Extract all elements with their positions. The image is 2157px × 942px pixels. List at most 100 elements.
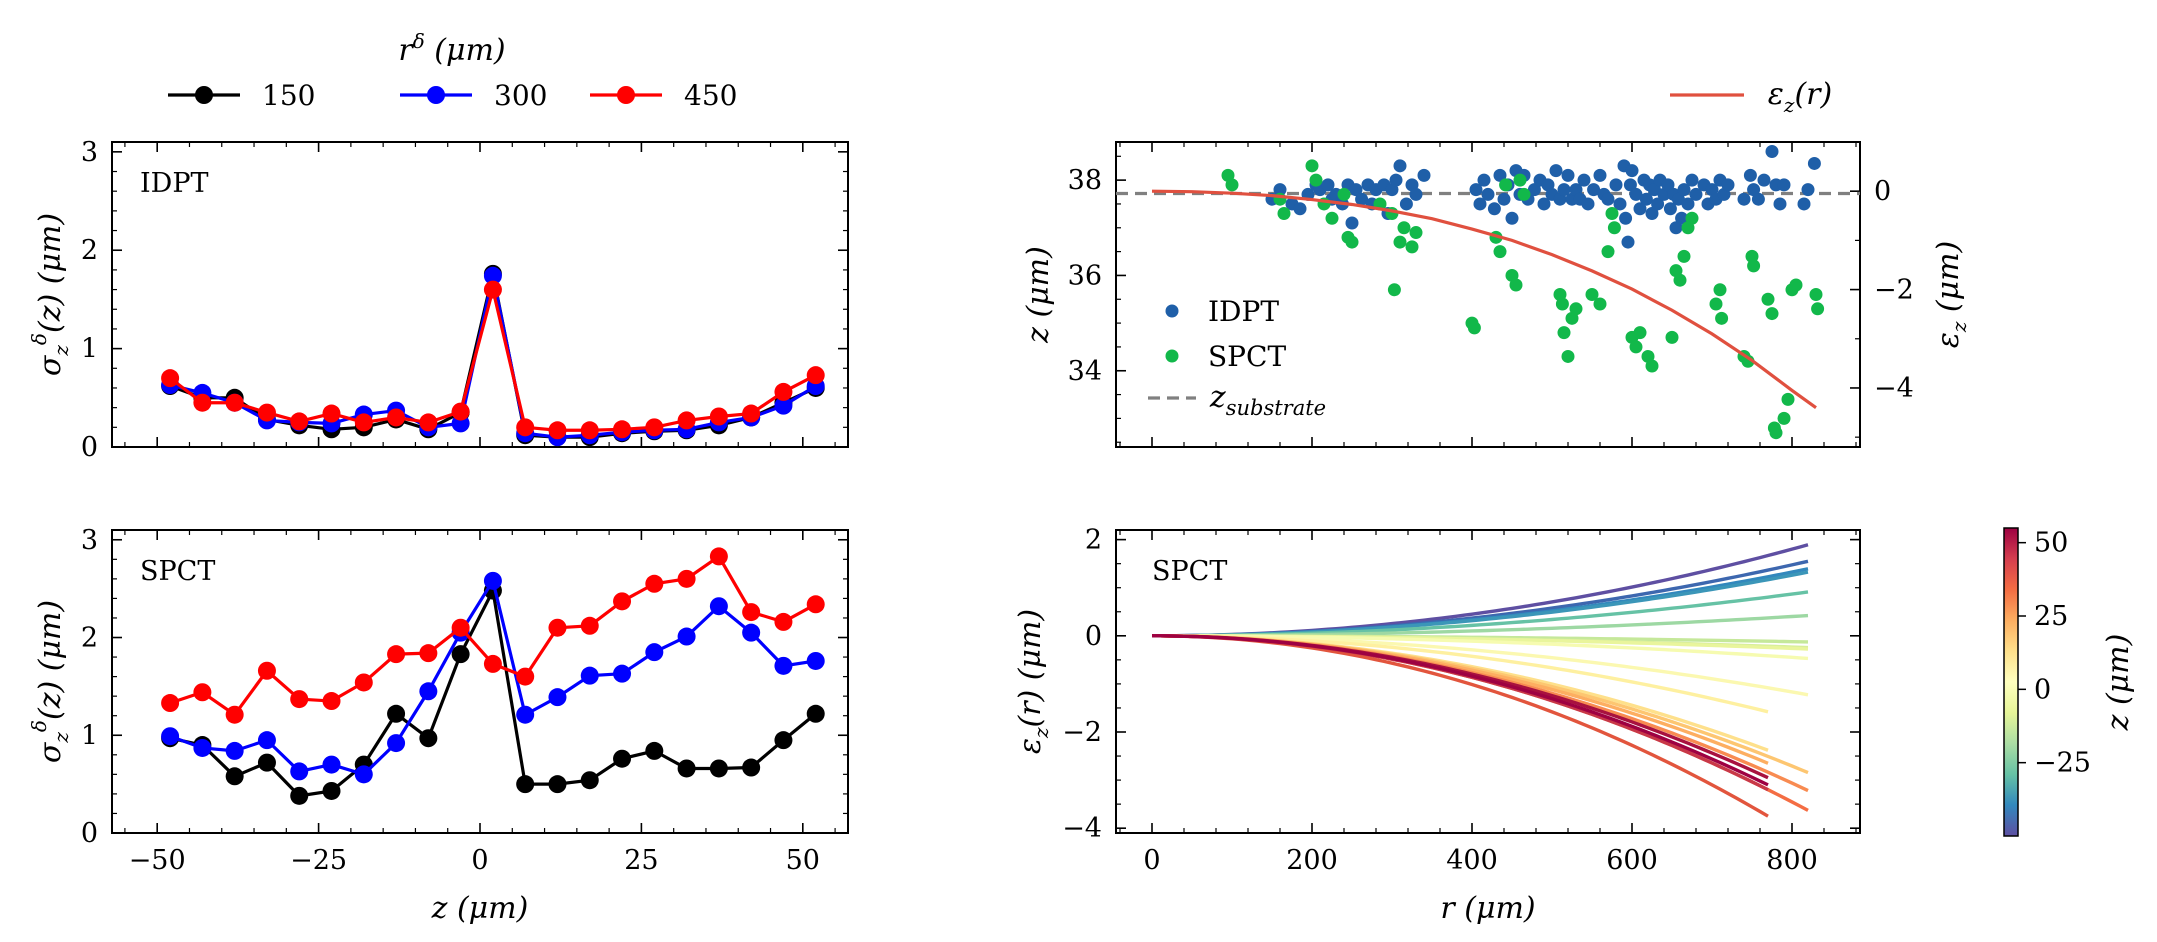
- scatter-point-SPCT: [1569, 302, 1583, 316]
- epsilon-curve: [1151, 189, 1817, 409]
- scatter-point-SPCT: [1601, 245, 1615, 259]
- scatter-point-IDPT: [1349, 183, 1363, 197]
- y-tick-label-right: 0: [1874, 176, 1891, 207]
- x-tick-label: 0: [471, 845, 488, 876]
- scatter-point-SPCT: [1499, 178, 1513, 192]
- label-part: ε: [1931, 332, 1966, 348]
- data-point-450: [645, 574, 664, 593]
- data-point-150: [677, 759, 696, 778]
- scatter-point-IDPT: [1619, 211, 1633, 225]
- legend-label-spct: SPCT: [1208, 340, 1286, 373]
- data-point-300: [419, 682, 438, 701]
- scatter-point-SPCT: [1765, 307, 1779, 321]
- data-point-450: [580, 421, 599, 440]
- data-point-150: [806, 704, 825, 723]
- scatter-point-IDPT: [1685, 173, 1699, 187]
- y-axis-label: z (μm): [1021, 246, 1056, 344]
- scatter-point-IDPT: [1487, 202, 1501, 216]
- data-point-300: [774, 656, 793, 675]
- panel-curves-frame: [1115, 529, 1861, 834]
- data-point-450: [451, 402, 470, 421]
- scatter-point-IDPT: [1481, 187, 1495, 201]
- label-part: r (μm): [1440, 891, 1535, 926]
- data-point-300: [387, 734, 406, 753]
- legend-marker-idpt: [1165, 304, 1179, 318]
- scatter-point-IDPT: [1473, 197, 1487, 211]
- data-point-450: [774, 612, 793, 631]
- scatter-point-SPCT: [1337, 187, 1351, 201]
- scatter-point-SPCT: [1561, 349, 1575, 363]
- legend-label-450: 450: [684, 79, 737, 112]
- scatter-point-IDPT: [1797, 197, 1811, 211]
- data-point-450: [257, 661, 276, 680]
- label-part: z (μm): [1021, 246, 1056, 344]
- scatter-point-IDPT: [1677, 183, 1691, 197]
- label-part: z: [49, 732, 73, 744]
- data-point-450: [419, 644, 438, 663]
- colorbar-tick-label: −25: [2034, 748, 2091, 779]
- label-part: z: [49, 345, 73, 357]
- data-point-300: [548, 688, 567, 707]
- data-point-450: [225, 705, 244, 724]
- x-tick-label: 400: [1446, 845, 1498, 876]
- y-tick-label: 38: [1068, 165, 1102, 196]
- scatter-point-SPCT: [1397, 221, 1411, 235]
- scatter-point-IDPT: [1647, 183, 1661, 197]
- scatter-point-SPCT: [1555, 297, 1569, 311]
- data-point-450: [516, 667, 535, 686]
- label-part: z: [1947, 321, 1971, 333]
- data-point-450: [354, 413, 373, 432]
- panel-annotation: IDPT: [140, 168, 209, 199]
- data-point-150: [580, 771, 599, 790]
- scatter-point-IDPT: [1645, 206, 1659, 220]
- data-point-450: [645, 418, 664, 437]
- scatter-point-IDPT: [1469, 183, 1483, 197]
- label-part: z (μm): [2101, 634, 2136, 732]
- y-tick-label: 36: [1068, 260, 1102, 291]
- data-point-150: [613, 749, 632, 768]
- data-point-450: [516, 418, 535, 437]
- scatter-point-IDPT: [1527, 183, 1541, 197]
- data-point-150: [742, 758, 761, 777]
- scatter-point-SPCT: [1741, 354, 1755, 368]
- y-axis-label: σzδ(z) (μm): [27, 213, 73, 376]
- data-point-450: [709, 547, 728, 566]
- colorbar-tick-label: 50: [2034, 528, 2068, 559]
- data-point-300: [322, 755, 341, 774]
- data-point-450: [774, 382, 793, 401]
- data-point-300: [257, 731, 276, 750]
- scatter-point-SPCT: [1517, 187, 1531, 201]
- scatter-point-SPCT: [1305, 159, 1319, 173]
- scatter-point-IDPT: [1577, 173, 1591, 187]
- scatter-point-IDPT: [1417, 168, 1431, 182]
- colorbar: [2003, 527, 2019, 837]
- scatter-point-SPCT: [1225, 178, 1239, 192]
- scatter-point-IDPT: [1393, 159, 1407, 173]
- scatter-point-IDPT: [1355, 192, 1369, 206]
- data-point-450: [806, 366, 825, 385]
- x-axis-label-left: z (μm): [431, 891, 529, 926]
- scatter-point-IDPT: [1493, 168, 1507, 182]
- label-part: δ: [413, 29, 425, 53]
- x-tick-label: 50: [786, 845, 820, 876]
- scatter-point-IDPT: [1505, 211, 1519, 225]
- scatter-point-SPCT: [1761, 292, 1775, 306]
- data-point-450: [709, 407, 728, 426]
- y-tick-label: −2: [1062, 717, 1102, 748]
- data-point-450: [580, 616, 599, 635]
- label-part: r: [398, 33, 414, 68]
- scatter-point-SPCT: [1777, 411, 1791, 425]
- scatter-point-SPCT: [1709, 297, 1723, 311]
- scatter-point-IDPT: [1773, 197, 1787, 211]
- data-point-300: [742, 623, 761, 642]
- scatter-point-IDPT: [1721, 178, 1735, 192]
- label-part: σ: [33, 741, 68, 763]
- scatter-point-IDPT: [1609, 178, 1623, 192]
- scatter-point-SPCT: [1467, 321, 1481, 335]
- y-tick-label-right: −4: [1874, 373, 1914, 404]
- scatter-point-SPCT: [1715, 311, 1729, 325]
- scatter-point-SPCT: [1509, 278, 1523, 292]
- scatter-point-SPCT: [1605, 206, 1619, 220]
- panel-spct-frame: [111, 529, 849, 834]
